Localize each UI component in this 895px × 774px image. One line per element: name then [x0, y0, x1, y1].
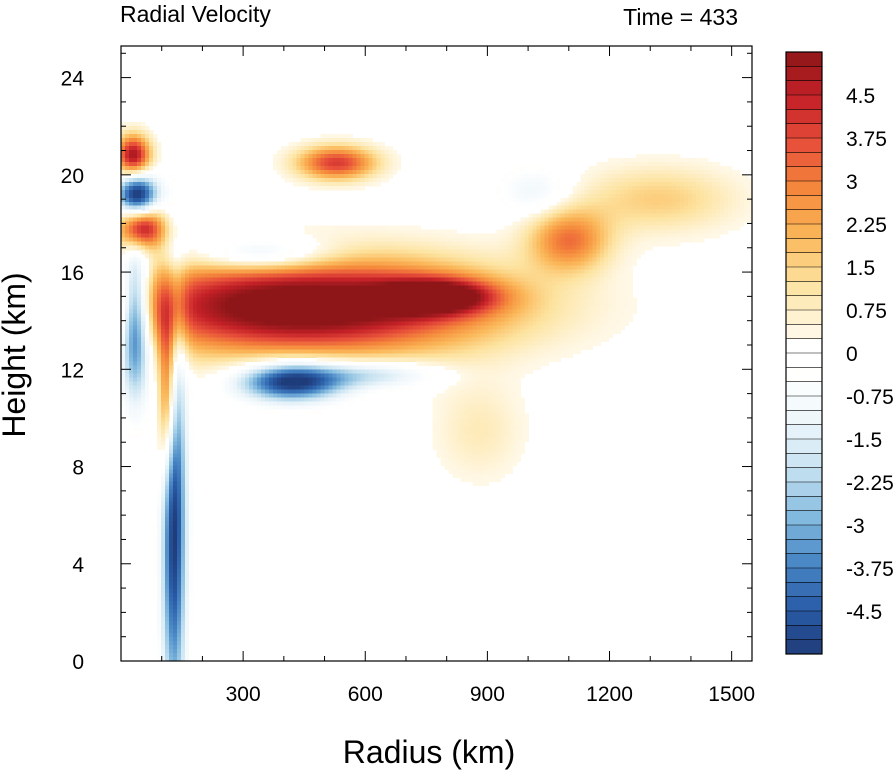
- colorbar-segment: [786, 95, 822, 110]
- colorbar-segment: [786, 195, 822, 211]
- colorbar-segment: [786, 625, 822, 641]
- y-tick-label: 16: [61, 262, 84, 285]
- colorbar-segment: [786, 252, 822, 268]
- plot-area: [120, 45, 753, 662]
- colorbar-segment: [786, 66, 822, 82]
- colorbar-segment: [786, 568, 822, 583]
- y-tick-label: 0: [72, 651, 84, 674]
- colorbar-segment: [786, 639, 822, 655]
- colorbar-segment: [786, 224, 822, 239]
- colorbar-segment: [786, 467, 822, 483]
- colorbar-segment: [786, 510, 822, 526]
- colorbar-label: -0.75: [846, 386, 894, 409]
- colorbar-segment: [786, 539, 822, 555]
- colorbar-segment: [786, 381, 822, 397]
- colorbar-label: -4.5: [846, 601, 882, 624]
- y-axis-label: Height (km): [0, 272, 32, 437]
- colorbar-label: -1.5: [846, 429, 882, 452]
- y-tick-label: 12: [61, 359, 84, 382]
- colorbar-segment: [786, 611, 822, 626]
- colorbar-label: 3: [846, 171, 858, 194]
- x-axis: 300 600 900 1200 1500: [161, 46, 755, 706]
- colorbar-label: 2.25: [846, 214, 887, 237]
- y-tick-label: 24: [61, 68, 85, 91]
- colorbar-label: 1.5: [846, 257, 875, 280]
- colorbar-segment: [786, 338, 822, 354]
- y-tick-label: 4: [72, 554, 84, 577]
- colorbar-segment: [786, 109, 822, 125]
- colorbar-segment: [786, 396, 822, 411]
- colorbar-segment: [786, 123, 822, 139]
- y-axis: 0 4 8 12 16 20 24: [61, 52, 752, 674]
- y-tick-label: 8: [72, 457, 84, 480]
- colorbar-segment: [786, 80, 822, 96]
- colorbar-segment: [786, 267, 822, 282]
- colorbar-segment: [786, 424, 822, 440]
- chart-title: Radial Velocity: [120, 1, 271, 27]
- colorbar-segment: [786, 496, 822, 512]
- colorbar-segment: [786, 238, 822, 254]
- colorbar-segment: [786, 553, 822, 569]
- colorbar-segment: [786, 166, 822, 182]
- colorbar-label: -3: [846, 515, 865, 538]
- colorbar-label: 0: [846, 343, 858, 366]
- colorbar-segment: [786, 281, 822, 297]
- colorbar-segment: [786, 181, 822, 196]
- colorbar-segment: [786, 453, 822, 469]
- plot-frame: [120, 45, 753, 662]
- colorbar-segment: [786, 582, 822, 598]
- x-tick-label: 1200: [586, 683, 633, 706]
- x-tick-label: 600: [348, 683, 383, 706]
- colorbar-segment: [786, 410, 822, 426]
- colorbar-segment: [786, 525, 822, 540]
- colorbar-label: -2.25: [846, 472, 894, 495]
- colorbar: 4.5 3.75 3 2.25 1.5 0.75 0 -0.75 -1.5 -2.25 -3 -3.7…: [785, 51, 894, 655]
- colorbar-segment: [786, 138, 822, 153]
- colorbar-segment: [786, 209, 822, 225]
- x-tick-label: 900: [470, 683, 505, 706]
- colorbar-label: 4.5: [846, 85, 875, 108]
- colorbar-segment: [786, 310, 822, 325]
- time-label: Time = 433: [623, 4, 738, 30]
- y-tick-label: 20: [61, 165, 84, 188]
- x-tick-label: 300: [226, 683, 261, 706]
- colorbar-segment: [786, 52, 822, 67]
- colorbar-frame: [785, 51, 823, 655]
- colorbar-segment: [786, 295, 822, 311]
- colorbar-segment: [786, 367, 822, 383]
- colorbar-label: -3.75: [846, 558, 894, 581]
- x-axis-label: Radius (km): [343, 734, 515, 770]
- colorbar-segment: [786, 482, 822, 497]
- colorbar-label: 3.75: [846, 128, 887, 151]
- heatmap-cells: [121, 121, 753, 662]
- colorbar-segment: [786, 324, 822, 340]
- colorbar-segment: [786, 152, 822, 168]
- colorbar-segment: [786, 596, 822, 612]
- colorbar-segment: [786, 439, 822, 454]
- colorbar-segment: [786, 353, 822, 368]
- colorbar-label: 0.75: [846, 300, 887, 323]
- x-tick-label: 1500: [708, 683, 755, 706]
